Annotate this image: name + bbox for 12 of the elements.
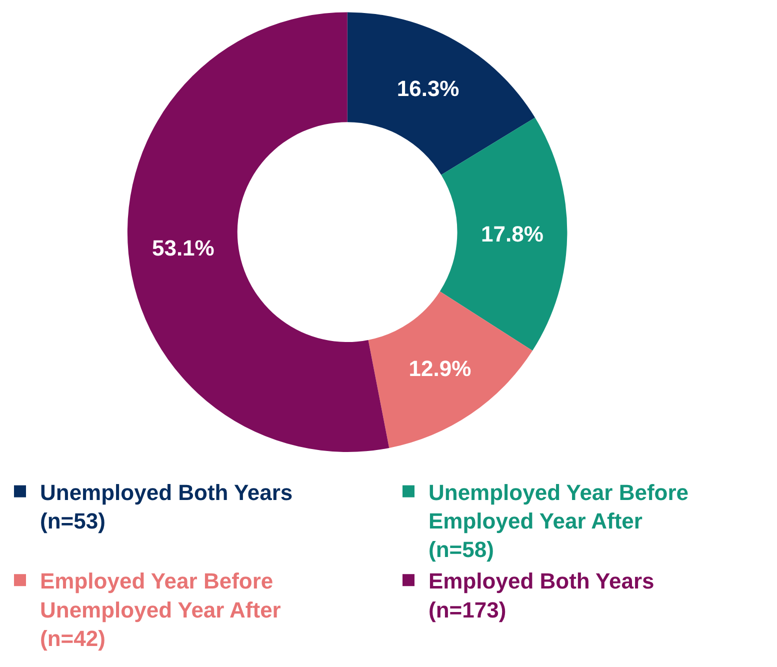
legend-label: Employed Year Before Unemployed Year After (n=42) xyxy=(40,568,282,651)
donut-slice xyxy=(368,291,532,448)
data-label: 53.1% xyxy=(152,235,214,260)
donut-slice xyxy=(440,118,567,351)
data-label: 12.9% xyxy=(408,356,472,382)
legend-label: Unemployed Both Years (n=53) xyxy=(40,480,293,534)
data-label: 17.8% xyxy=(481,221,544,246)
donut-slice xyxy=(128,12,390,452)
legend-label: Unemployed Year Before Employed Year After (n=58) xyxy=(428,480,689,562)
data-label: 16.3% xyxy=(396,76,460,101)
legend-label: Employed Both Years (n=173) xyxy=(428,568,654,622)
donut-slice xyxy=(347,12,536,175)
